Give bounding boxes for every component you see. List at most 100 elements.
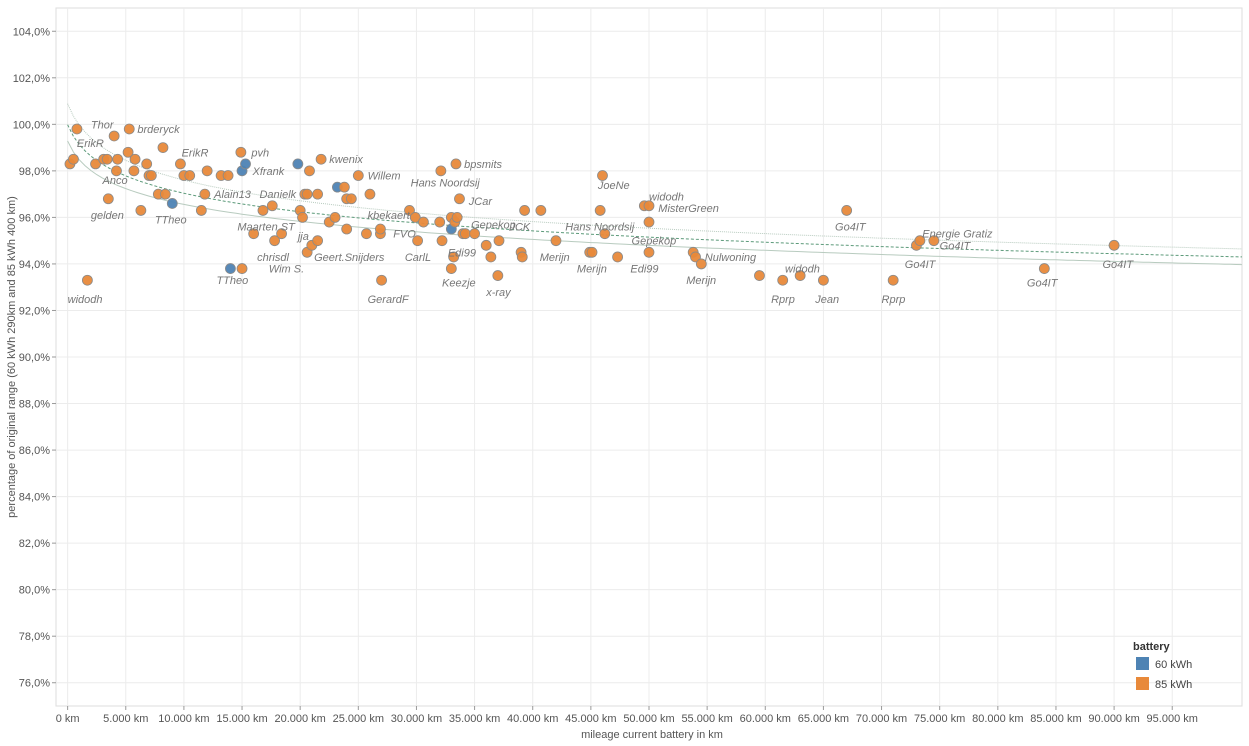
y-tick-label: 92,0% [19,305,50,317]
data-point [454,193,465,205]
point-label: Keezje [442,278,476,290]
data-point [516,251,528,263]
y-tick-label: 98,0% [19,166,50,178]
data-point [248,228,260,240]
data-point [175,158,186,170]
data-point [794,270,806,281]
data-point [159,188,171,200]
data-point [818,274,829,286]
data-point [492,270,504,281]
data-point [599,228,611,240]
point-label: ErikR [182,147,209,159]
data-point [111,165,122,177]
legend: battery 60 kWh 85 kWh [1133,641,1192,691]
point-label: Willem [368,171,401,183]
data-point [257,205,269,216]
data-point [235,146,247,158]
x-tick-label: 85.000 km [1030,713,1081,725]
x-tick-label: 80.000 km [972,713,1023,725]
x-tick-label: 55.000 km [681,713,732,725]
y-axis-title: percentage of original range (60 kWh 290… [6,196,18,518]
point-label: Merijn [540,252,570,264]
data-point [535,205,547,216]
data-point [122,146,134,158]
data-point [436,235,448,247]
x-tick-label: 25.000 km [333,713,384,725]
point-label: bpsmits [464,159,502,171]
point-label: TTheo [155,215,187,227]
data-point [361,228,372,240]
data-point [312,235,324,247]
data-point [201,165,213,177]
legend-title: battery [1133,641,1171,653]
point-label: Geert.Snijders [314,252,385,264]
data-point [345,193,357,205]
data-point [612,251,624,263]
data-point [123,123,135,135]
data-point [550,235,562,247]
point-label: Go4IT [835,222,867,234]
point-label: TTheo [216,275,248,287]
point-label: brderyck [137,124,180,136]
point-label: Rprp [771,294,795,306]
point-label: Maarten ST [237,222,296,234]
data-point [101,153,113,165]
data-point [135,205,147,216]
x-tick-label: 10.000 km [158,713,209,725]
y-tick-label: 82,0% [19,538,50,550]
data-point [157,142,169,154]
point-label: JCar [468,196,494,208]
data-point [404,205,415,216]
x-tick-label: 60.000 km [740,713,791,725]
trend-band-lower [67,140,1243,266]
point-label: widodh [68,294,103,306]
data-point [594,205,606,216]
point-label: Go4IT [1102,259,1134,271]
legend-swatch-85kwh [1136,677,1149,690]
x-tick-label: 35.000 km [449,713,500,725]
gridlines [56,8,1242,706]
trend-band-upper [67,103,1243,250]
point-label: Jean [814,294,839,306]
y-tick-label: 96,0% [19,212,50,224]
data-point [1108,239,1120,251]
data-point [297,211,308,223]
x-axis-title: mileage current battery in km [581,729,723,741]
data-point [129,153,141,165]
point-label: widodh [649,191,684,203]
data-point [643,216,655,228]
data-point [184,170,196,181]
y-tick-label: 88,0% [19,399,50,411]
data-point [225,263,236,274]
data-point [266,200,278,212]
data-point [301,188,313,200]
point-label: Wim S. [269,264,304,276]
x-tick-label: 65.000 km [798,713,849,725]
point-label: Merijn [577,264,607,276]
point-label: Gepekop [632,236,677,248]
point-label: MisterGreen [658,203,719,215]
data-point [597,170,608,181]
point-label: GerardF [368,294,410,306]
data-point [166,198,178,209]
data-point [435,165,447,177]
data-point [643,200,655,212]
data-point [412,235,424,247]
data-point [141,158,153,170]
y-tick-label: 76,0% [19,678,50,690]
y-tick-label: 104,0% [13,26,51,38]
data-point [451,211,463,223]
x-tick-label: 75.000 km [914,713,965,725]
point-label: Edi99 [630,264,658,276]
legend-label-60kwh: 60 kWh [1155,659,1192,671]
x-tick-label: 70.000 km [856,713,907,725]
y-tick-label: 102,0% [13,73,51,85]
x-tick-label: 90.000 km [1088,713,1139,725]
y-tick-label: 86,0% [19,445,50,457]
data-point [434,216,446,228]
point-label: JoeNe [597,180,630,192]
point-label: chrisdl [257,252,289,264]
point-label: Energie Gratiz [922,229,993,241]
point-label: widodh [785,264,820,276]
y-tick-label: 100,0% [13,119,51,131]
